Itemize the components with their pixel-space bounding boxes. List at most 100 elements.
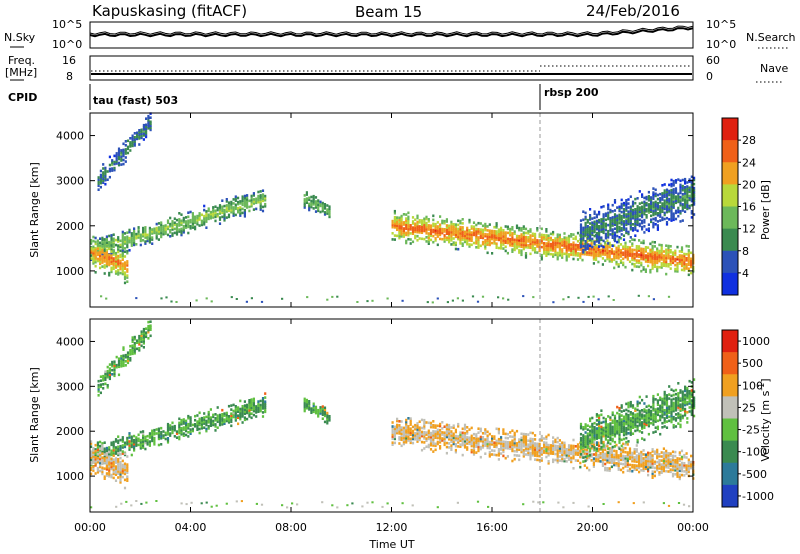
velocity-cell-703 [120, 360, 123, 364]
power-cell-2269 [618, 213, 621, 217]
power-cell-1646 [588, 249, 591, 252]
power-cell-2211 [609, 233, 612, 236]
power-cell-1475 [545, 244, 548, 247]
velocity-cell-1472 [554, 440, 557, 444]
velocity-cell-1319 [515, 450, 519, 453]
power-cell-2493 [659, 201, 662, 204]
power-cell-1727 [610, 260, 613, 263]
velocity-cell-2148 [607, 427, 610, 430]
velocity-cell-1849 [656, 464, 659, 468]
velocity-cell-424 [248, 407, 251, 410]
power-cell-1655 [590, 247, 593, 251]
power-cell-2355 [634, 224, 637, 227]
velocity-cell-1127 [461, 431, 464, 435]
power-cell-2643 [684, 190, 687, 193]
velocity-cell-1168 [472, 443, 476, 446]
power-cell-156 [144, 236, 147, 239]
velocity-cell-1559 [579, 451, 582, 455]
velocity-cell-1260 [500, 452, 503, 455]
power-cell-678 [104, 174, 107, 178]
power-cell-1462 [543, 250, 546, 253]
power-cell-1330 [511, 250, 514, 253]
power-cell-1825 [635, 245, 638, 248]
power-cell-861 [328, 209, 331, 213]
velocity-cell-2056 [591, 445, 594, 448]
power-cell-2245 [613, 213, 617, 216]
power-cell-2229 [611, 220, 614, 223]
power-cell-1629 [581, 240, 584, 244]
power-cell-1864 [647, 264, 650, 268]
power-cell-818 [310, 203, 313, 207]
velocity-cell-182 [157, 431, 160, 435]
velocity-cell-1385 [531, 448, 534, 451]
power-cell-1537 [558, 239, 561, 243]
power-cell-1003 [425, 221, 428, 225]
velocity-cell-1068 [445, 423, 448, 427]
velocity-cell-1976 [687, 470, 690, 474]
velocity-cell-1141 [466, 446, 469, 449]
power-cell-350 [218, 222, 222, 225]
power-cell-388 [230, 204, 233, 208]
velocity-cell-266 [189, 418, 192, 421]
power-cell-960 [414, 224, 417, 228]
power-cell-870 [393, 238, 396, 241]
power-cell-1794 [628, 250, 632, 253]
power-cell-2121 [591, 227, 594, 230]
velocity-cell-1868 [660, 465, 663, 468]
power-cell-594 [114, 264, 118, 267]
power-cell-602 [117, 273, 120, 276]
velocity-cell-1150 [468, 440, 471, 443]
power-cell-459 [255, 199, 258, 203]
power-cell-1349 [515, 246, 519, 250]
velocity-cell-405 [241, 405, 244, 408]
power-cell-961 [414, 222, 417, 226]
power-panel-frame [89, 112, 694, 308]
power-cell-952 [411, 222, 415, 225]
velocity-cell-508 [96, 471, 99, 474]
power-cell-2634 [684, 210, 687, 213]
power-cell-2521 [663, 183, 666, 186]
velocity-cell-1967 [683, 453, 686, 457]
power-cell-1850 [642, 251, 645, 255]
power-cell-2498 [661, 216, 664, 220]
velocity-cell-771 [142, 329, 145, 333]
velocity-cell-1872 [660, 451, 663, 454]
power-cell-565 [108, 257, 111, 261]
power-cell-1478 [545, 236, 548, 239]
power-cell-1674 [595, 250, 598, 253]
power-cell-1322 [509, 244, 512, 247]
power-cell-1866 [647, 258, 650, 262]
power-cell-1025 [432, 234, 435, 238]
power-cell-2718 [326, 298, 329, 301]
velocity-cell-1537 [572, 452, 575, 456]
power-cell-2035 [687, 245, 690, 248]
power-cell-1744 [615, 254, 618, 258]
velocity-cell-1023 [434, 430, 437, 433]
power-cell-2487 [659, 215, 662, 218]
power-cell-718 [120, 153, 123, 156]
power-cell-1010 [427, 234, 430, 237]
velocity-cell-1404 [536, 452, 539, 456]
power-cell-2597 [677, 214, 680, 218]
power-cell-2510 [663, 213, 666, 217]
power-colorbar-tick-label-6: 28 [742, 134, 756, 147]
power-cell-1039 [434, 222, 437, 226]
power-cell-2637 [684, 202, 687, 205]
power-cell-2632 [681, 184, 684, 188]
velocity-cell-1300 [511, 447, 514, 451]
power-cell-634 [123, 277, 127, 281]
power-cell-1298 [502, 243, 505, 246]
power-cell-1396 [524, 241, 528, 245]
velocity-cell-1944 [678, 469, 681, 473]
velocity-cell-1312 [513, 441, 516, 445]
velocity-cell-1424 [540, 439, 543, 442]
power-cell-2690 [693, 201, 696, 204]
power-cell-1604 [574, 237, 577, 241]
power-cell-1827 [638, 261, 641, 265]
power-cell-1876 [649, 254, 652, 258]
velocity-cell-1275 [502, 432, 505, 435]
velocity-cell-156 [146, 434, 149, 438]
velocity-cell-307 [207, 425, 210, 428]
velocity-cell-360 [227, 421, 231, 424]
velocity-cell-1020 [434, 436, 437, 439]
